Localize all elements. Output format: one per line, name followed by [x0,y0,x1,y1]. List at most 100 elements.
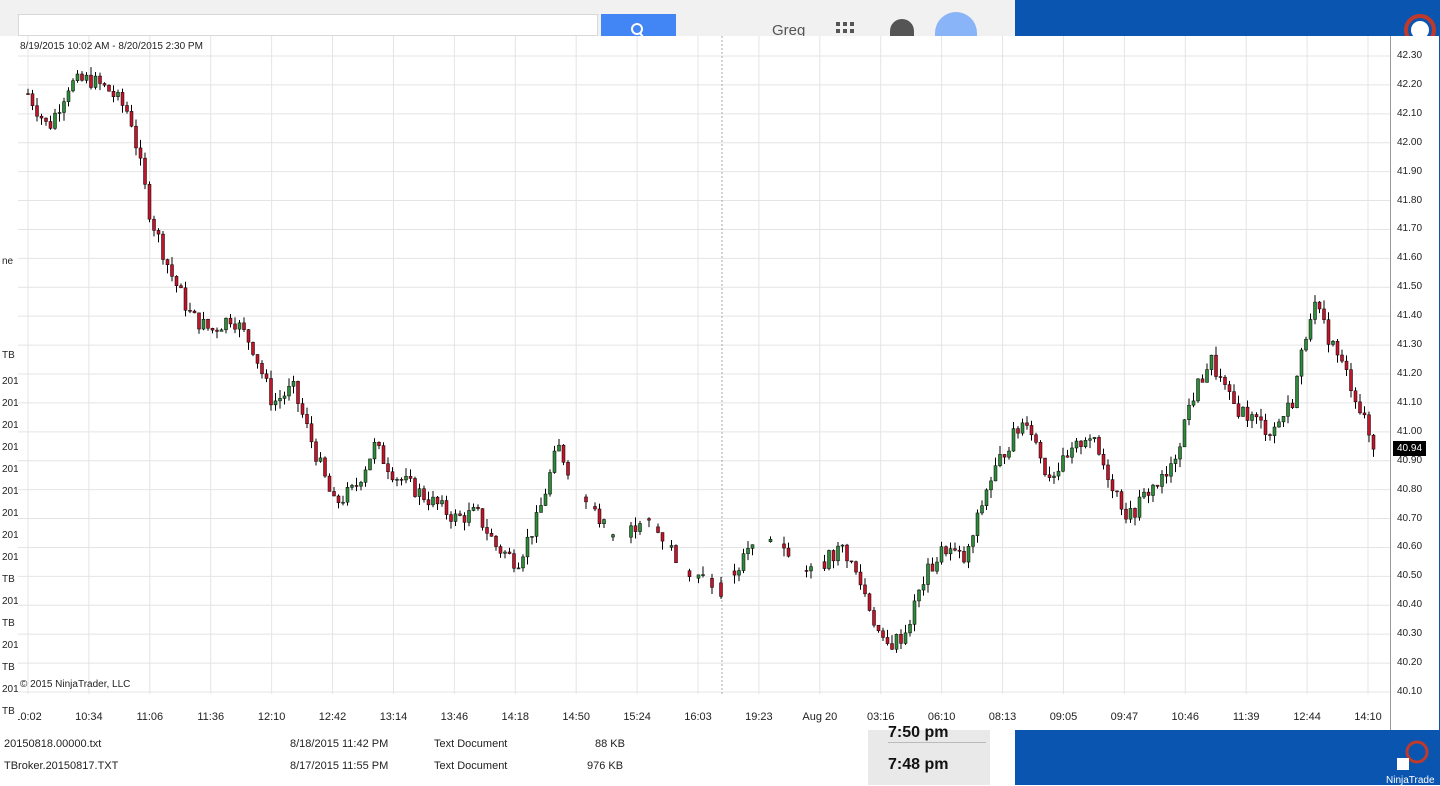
price-tick-label: 40.30 [1397,628,1423,640]
time-tick-label: 09:05 [1050,711,1078,723]
candle-body [359,482,363,487]
candle-body [494,536,498,547]
candle-body [930,563,935,572]
candle-body [530,536,534,538]
candle-body [215,329,219,332]
copyright-label: © 2015 NinjaTrader, LLC [20,679,131,690]
candle-body [336,495,341,503]
candle-body [93,75,98,88]
candle-body [1218,376,1223,378]
candle-body [971,535,975,547]
price-tick-label: 41.30 [1397,339,1423,351]
candle-body [471,507,476,511]
candle-body [224,317,228,331]
candle-body [548,472,552,495]
candle-body [269,378,273,406]
time-tick-label: 10:34 [75,711,103,723]
candle-body [872,610,876,626]
price-tick-label: 41.60 [1397,252,1423,264]
candle-body [84,74,89,81]
candle-body [404,476,408,481]
candle-body [255,354,260,364]
candle-body [1344,360,1349,370]
candle-body [1313,301,1317,320]
list-item[interactable]: 20150818.00000.txt 8/18/2015 11:42 PM Te… [0,733,868,755]
candle-body [1038,442,1043,459]
candle-body [1250,414,1254,421]
candle-body [543,493,548,506]
time-tick-label: 10:02 [18,711,42,723]
candle-body [1326,319,1331,345]
apps-grid-icon[interactable] [836,22,854,36]
candle-body [1290,402,1295,408]
candle-body [1187,404,1191,420]
ninjatrader-taskbar-icon[interactable] [1395,740,1435,785]
candle-body [1025,422,1029,426]
candle-body [278,398,282,402]
candle-body [957,549,962,552]
candle-body [102,83,107,86]
time-tick-label: Aug 20 [802,711,837,723]
candle-body [417,488,422,497]
candle-body [1079,440,1083,447]
candle-body [687,570,692,577]
candle-body [1259,416,1263,421]
candle-body [917,589,921,602]
search-button[interactable] [601,14,676,38]
candle-body [557,444,561,452]
file-name: 20150818.00000.txt [4,738,102,750]
search-icon [631,23,644,38]
candle-body [1299,349,1304,377]
candle-body [399,479,404,481]
candle-body [165,259,170,266]
background-window-strip: ne TB 201 201 201 201 201 201 201 201 201 TB 201 TB 20… [0,36,18,736]
candle-body [282,395,287,399]
candle-body [1101,454,1106,466]
candle-body [431,496,435,506]
candle-body [1358,401,1362,414]
candle-body [1151,484,1155,496]
search-input[interactable] [18,14,598,36]
candle-body [539,505,543,513]
candle-body [287,386,291,397]
time-tick-label: 12:10 [258,711,286,723]
candle-body [966,546,971,563]
candle-body [71,80,75,92]
candle-body [1209,354,1214,370]
candle-body [377,441,381,446]
candle-body [638,523,642,532]
candle-body [197,312,201,330]
list-item[interactable]: TBroker.20150817.TXT 8/17/2015 11:55 PM … [0,755,868,777]
candle-body [1119,491,1124,510]
candle-body [1097,437,1101,455]
candle-body [426,499,431,506]
candle-body [926,563,930,585]
chart-plot-area[interactable]: 10:02 10:34 11:06 11:36 12:10 12:42 13:14 13:46… [18,36,1390,730]
candle-body [323,457,327,477]
candle-body [147,184,152,220]
candle-body [368,458,372,471]
candle-body [134,125,138,149]
candle-body [782,543,786,549]
candle-body [710,578,714,588]
candle-body [503,551,507,554]
user-name[interactable]: Greg [772,22,806,39]
strip-label: TB [2,574,15,585]
candle-body [1011,428,1016,452]
candle-body [552,450,557,473]
strip-label: TB [2,350,15,361]
candle-body [219,329,224,332]
candle-body [327,475,332,492]
candle-body [935,561,939,572]
notifications-icon[interactable] [890,19,914,39]
price-axis[interactable]: 42.30 42.20 42.10 42.00 41.90 41.80 41.70 41.60… [1390,36,1439,730]
time-tick-label: 19:23 [745,711,773,723]
candle-body [903,632,908,644]
candle-body [476,507,480,509]
chart-window[interactable]: 10:02 10:34 11:06 11:36 12:10 12:42 13:14 13:46… [18,36,1390,730]
strip-label: 201 [2,464,18,475]
candle-body [449,514,453,522]
candle-body [237,322,242,330]
price-tick-label: 41.50 [1397,281,1423,293]
candle-body [719,582,723,597]
